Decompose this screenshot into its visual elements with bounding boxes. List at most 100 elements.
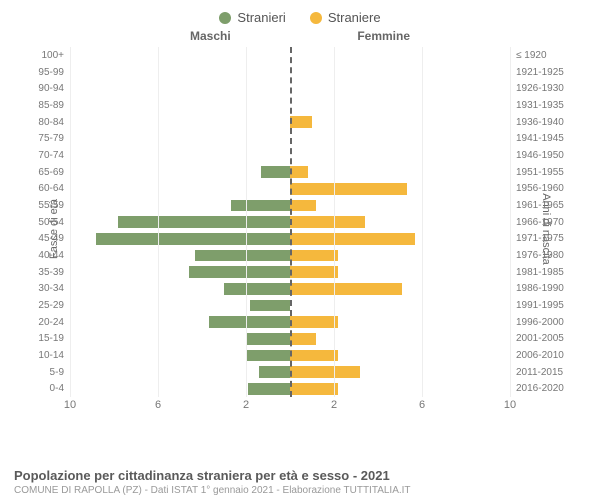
y-left-label: 100+ (20, 47, 68, 64)
pyramid-chart: Fasce di età Anni di nascita Maschi Femm… (20, 29, 580, 429)
y-left-label: 0-4 (20, 380, 68, 397)
x-tick: 10 (504, 399, 516, 411)
y-left-label: 75-79 (20, 130, 68, 147)
y-left-label: 80-84 (20, 114, 68, 131)
y-right-label: 1966-1970 (512, 214, 580, 231)
legend-male: Stranieri (219, 10, 285, 25)
legend-male-label: Stranieri (237, 10, 285, 25)
bar-female (290, 383, 338, 395)
y-left-label: 5-9 (20, 364, 68, 381)
y-left-label: 70-74 (20, 147, 68, 164)
y-right-label: 2011-2015 (512, 364, 580, 381)
bar-male (246, 333, 290, 345)
bar-male (250, 300, 290, 312)
x-axis: 10622610 (70, 399, 510, 415)
bar-female (290, 250, 338, 262)
y-right-label: ≤ 1920 (512, 47, 580, 64)
bar-female (290, 200, 316, 212)
y-right-label: 1986-1990 (512, 280, 580, 297)
gridline (246, 47, 247, 397)
x-tick: 2 (243, 399, 249, 411)
bar-male (224, 283, 290, 295)
bar-male (118, 216, 290, 228)
y-left-label: 50-54 (20, 214, 68, 231)
y-left-label: 30-34 (20, 280, 68, 297)
bar-male (209, 316, 290, 328)
header-female: Femmine (357, 29, 410, 43)
x-tick: 2 (331, 399, 337, 411)
y-right-label: 1946-1950 (512, 147, 580, 164)
x-tick: 6 (155, 399, 161, 411)
y-right-label: 2016-2020 (512, 380, 580, 397)
y-right-label: 1961-1965 (512, 197, 580, 214)
bar-male (231, 200, 290, 212)
bar-female (290, 216, 365, 228)
y-right-label: 1956-1960 (512, 180, 580, 197)
y-left-label: 25-29 (20, 297, 68, 314)
caption-subtitle: COMUNE DI RAPOLLA (PZ) - Dati ISTAT 1° g… (14, 485, 590, 496)
male-swatch (219, 12, 231, 24)
bar-female (290, 333, 316, 345)
bar-female (290, 350, 338, 362)
bar-female (290, 316, 338, 328)
bar-male (195, 250, 290, 262)
bar-female (290, 116, 312, 128)
bar-female (290, 366, 360, 378)
y-left-label: 90-94 (20, 80, 68, 97)
legend-female: Straniere (310, 10, 381, 25)
y-left-label: 55-59 (20, 197, 68, 214)
header-male: Maschi (190, 29, 231, 43)
gridline (158, 47, 159, 397)
gridline (70, 47, 71, 397)
y-left-label: 85-89 (20, 97, 68, 114)
bar-male (248, 383, 290, 395)
bar-female (290, 166, 308, 178)
bar-male (189, 266, 290, 278)
y-left-label: 65-69 (20, 164, 68, 181)
gridline (334, 47, 335, 397)
y-right-label: 1951-1955 (512, 164, 580, 181)
y-right-label: 1941-1945 (512, 130, 580, 147)
centerline (290, 47, 292, 397)
bar-male (246, 350, 290, 362)
bar-male (259, 366, 290, 378)
gridline (422, 47, 423, 397)
y-right-label: 2001-2005 (512, 330, 580, 347)
plot-area (70, 47, 510, 397)
y-right-label: 1931-1935 (512, 97, 580, 114)
bar-female (290, 183, 407, 195)
y-left-label: 35-39 (20, 264, 68, 281)
y-right-label: 2006-2010 (512, 347, 580, 364)
x-tick: 10 (64, 399, 76, 411)
y-right-label: 1971-1975 (512, 230, 580, 247)
y-left-label: 20-24 (20, 314, 68, 331)
y-right-label: 1936-1940 (512, 114, 580, 131)
caption-title: Popolazione per cittadinanza straniera p… (14, 468, 590, 483)
x-tick: 6 (419, 399, 425, 411)
y-left-label: 95-99 (20, 64, 68, 81)
y-left-label: 45-49 (20, 230, 68, 247)
y-right-label: 1996-2000 (512, 314, 580, 331)
column-headers: Maschi Femmine (20, 29, 580, 47)
bar-male (96, 233, 290, 245)
caption: Popolazione per cittadinanza straniera p… (14, 468, 590, 496)
y-right-label: 1976-1980 (512, 247, 580, 264)
y-left-label: 60-64 (20, 180, 68, 197)
bar-female (290, 266, 338, 278)
y-left-label: 40-44 (20, 247, 68, 264)
bar-female (290, 233, 415, 245)
bar-female (290, 283, 402, 295)
y-left-label: 15-19 (20, 330, 68, 347)
female-swatch (310, 12, 322, 24)
y-left-label: 10-14 (20, 347, 68, 364)
y-axis-left: 100+95-9990-9485-8980-8475-7970-7465-696… (20, 47, 68, 397)
y-right-label: 1926-1930 (512, 80, 580, 97)
bar-male (261, 166, 290, 178)
legend: Stranieri Straniere (0, 0, 600, 29)
legend-female-label: Straniere (328, 10, 381, 25)
y-axis-right: ≤ 19201921-19251926-19301931-19351936-19… (512, 47, 580, 397)
y-right-label: 1921-1925 (512, 64, 580, 81)
y-right-label: 1981-1985 (512, 264, 580, 281)
y-right-label: 1991-1995 (512, 297, 580, 314)
gridline (510, 47, 511, 397)
